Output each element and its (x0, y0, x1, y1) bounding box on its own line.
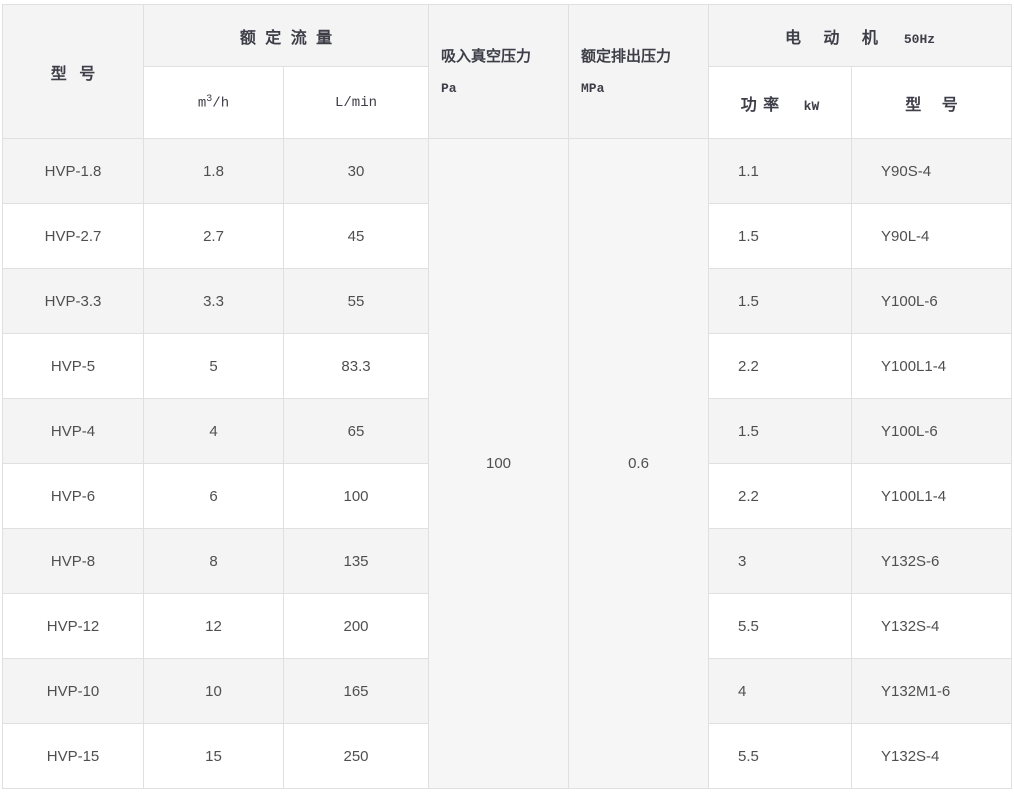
pump-spec-table: 型 号 额 定 流 量 吸入真空压力 Pa 额定排出压力 MPa (2, 4, 1012, 789)
header-sub-row: m3/h L/min 功 率 kW 型 号 (3, 66, 1012, 139)
power-cell: 1.5 (708, 268, 852, 334)
flow-m3h-cell: 10 (143, 658, 284, 724)
header-rated-flow-group: 额 定 流 量 (143, 4, 429, 67)
table-header: 型 号 额 定 流 量 吸入真空压力 Pa 额定排出压力 MPa (2, 4, 1012, 139)
header-suction-unit: Pa (441, 80, 457, 96)
header-flow-m3h: m3/h (143, 66, 284, 139)
flow-lmin-cell: 135 (283, 528, 429, 594)
header-motor-group-inner: 电 动 机 50Hz (709, 24, 1011, 48)
flow-m3h-cell: 1.8 (143, 138, 284, 204)
model-cell: HVP-2.7 (2, 203, 144, 269)
flow-lmin-cell: 200 (283, 593, 429, 659)
header-suction-pressure: 吸入真空压力 Pa (428, 4, 569, 139)
table-body: HVP-1.8 1.8 30 100 0.6 1.1 Y90S-4 HVP-2.… (2, 138, 1012, 789)
flow-lmin-cell: 165 (283, 658, 429, 724)
power-cell: 2.2 (708, 333, 852, 399)
header-flow-lmin: L/min (283, 66, 429, 139)
header-motor-title: 电 动 机 (784, 29, 878, 47)
table-row: HVP-6 6 100 2.2 Y100L1-4 (2, 463, 1012, 529)
header-motor-power: 功 率 kW (708, 66, 852, 139)
header-power-label: 功 率 (740, 96, 780, 114)
flow-m3h-cell: 2.7 (143, 203, 284, 269)
flow-lmin-cell: 250 (283, 723, 429, 789)
header-model-label: 型 号 (50, 65, 96, 83)
flow-lmin-cell: 30 (283, 138, 429, 204)
header-discharge-unit: MPa (581, 80, 605, 96)
header-motor-frequency: 50Hz (903, 31, 936, 47)
header-discharge-title: 额定排出压力 (581, 47, 672, 65)
header-discharge-pressure: 额定排出压力 MPa (568, 4, 709, 139)
motor-model-cell: Y132M1-6 (851, 658, 1012, 724)
header-rated-flow-label: 额 定 流 量 (239, 29, 333, 47)
table-row: HVP-12 12 200 5.5 Y132S-4 (2, 593, 1012, 659)
pump-spec-table-container: 型 号 额 定 流 量 吸入真空压力 Pa 额定排出压力 MPa (2, 4, 1012, 789)
header-power-unit: kW (803, 98, 820, 114)
power-cell: 1.1 (708, 138, 852, 204)
flow-lmin-cell: 65 (283, 398, 429, 464)
flow-lmin-cell: 100 (283, 463, 429, 529)
table-row: HVP-1.8 1.8 30 100 0.6 1.1 Y90S-4 (2, 138, 1012, 789)
power-cell: 1.5 (708, 203, 852, 269)
table-row: HVP-4 4 65 1.5 Y100L-6 (2, 398, 1012, 464)
motor-model-cell: Y100L1-4 (851, 463, 1012, 529)
motor-model-cell: Y132S-6 (851, 528, 1012, 594)
motor-model-cell: Y100L1-4 (851, 333, 1012, 399)
power-cell: 2.2 (708, 463, 852, 529)
power-cell: 3 (708, 528, 852, 594)
power-cell: 5.5 (708, 723, 852, 789)
header-motor-model-label: 型 号 (905, 96, 958, 114)
model-cell: HVP-10 (2, 658, 144, 724)
motor-model-cell: Y100L-6 (851, 268, 1012, 334)
header-model: 型 号 (2, 4, 144, 139)
model-cell: HVP-8 (2, 528, 144, 594)
flow-lmin-cell: 45 (283, 203, 429, 269)
discharge-pressure-value-cell: 0.6 (568, 138, 709, 789)
power-cell: 5.5 (708, 593, 852, 659)
header-suction-pressure-inner: 吸入真空压力 Pa (429, 48, 568, 96)
flow-m3h-cell: 3.3 (143, 268, 284, 334)
model-cell: HVP-3.3 (2, 268, 144, 334)
m3h-rest: /h (212, 95, 230, 112)
header-suction-title: 吸入真空压力 (441, 47, 532, 65)
header-group-row: 型 号 额 定 流 量 吸入真空压力 Pa 额定排出压力 MPa (2, 4, 1012, 139)
model-cell: HVP-4 (2, 398, 144, 464)
motor-model-cell: Y132S-4 (851, 723, 1012, 789)
table-row: HVP-10 10 165 4 Y132M1-6 (2, 658, 1012, 724)
header-motor-group: 电 动 机 50Hz (708, 4, 1012, 67)
flow-m3h-cell: 8 (143, 528, 284, 594)
flow-m3h-cell: 12 (143, 593, 284, 659)
power-cell: 4 (708, 658, 852, 724)
model-cell: HVP-5 (2, 333, 144, 399)
motor-model-cell: Y90L-4 (851, 203, 1012, 269)
header-motor-model: 型 号 (851, 66, 1012, 139)
table-row: HVP-15 15 250 5.5 Y132S-4 (2, 723, 1012, 789)
flow-m3h-cell: 5 (143, 333, 284, 399)
model-cell: HVP-15 (2, 723, 144, 789)
power-cell: 1.5 (708, 398, 852, 464)
motor-model-cell: Y100L-6 (851, 398, 1012, 464)
flow-m3h-cell: 4 (143, 398, 284, 464)
header-discharge-pressure-inner: 额定排出压力 MPa (569, 48, 708, 96)
motor-model-cell: Y90S-4 (851, 138, 1012, 204)
m3h-base: m (197, 95, 207, 112)
model-cell: HVP-6 (2, 463, 144, 529)
flow-lmin-cell: 55 (283, 268, 429, 334)
model-cell: HVP-1.8 (2, 138, 144, 204)
flow-lmin-cell: 83.3 (283, 333, 429, 399)
suction-pressure-value-cell: 100 (428, 138, 569, 789)
flow-m3h-cell: 6 (143, 463, 284, 529)
m3h-sup: 3 (206, 93, 213, 105)
motor-model-cell: Y132S-4 (851, 593, 1012, 659)
flow-m3h-cell: 15 (143, 723, 284, 789)
model-cell: HVP-12 (2, 593, 144, 659)
table-row: HVP-5 5 83.3 2.2 Y100L1-4 (2, 333, 1012, 399)
